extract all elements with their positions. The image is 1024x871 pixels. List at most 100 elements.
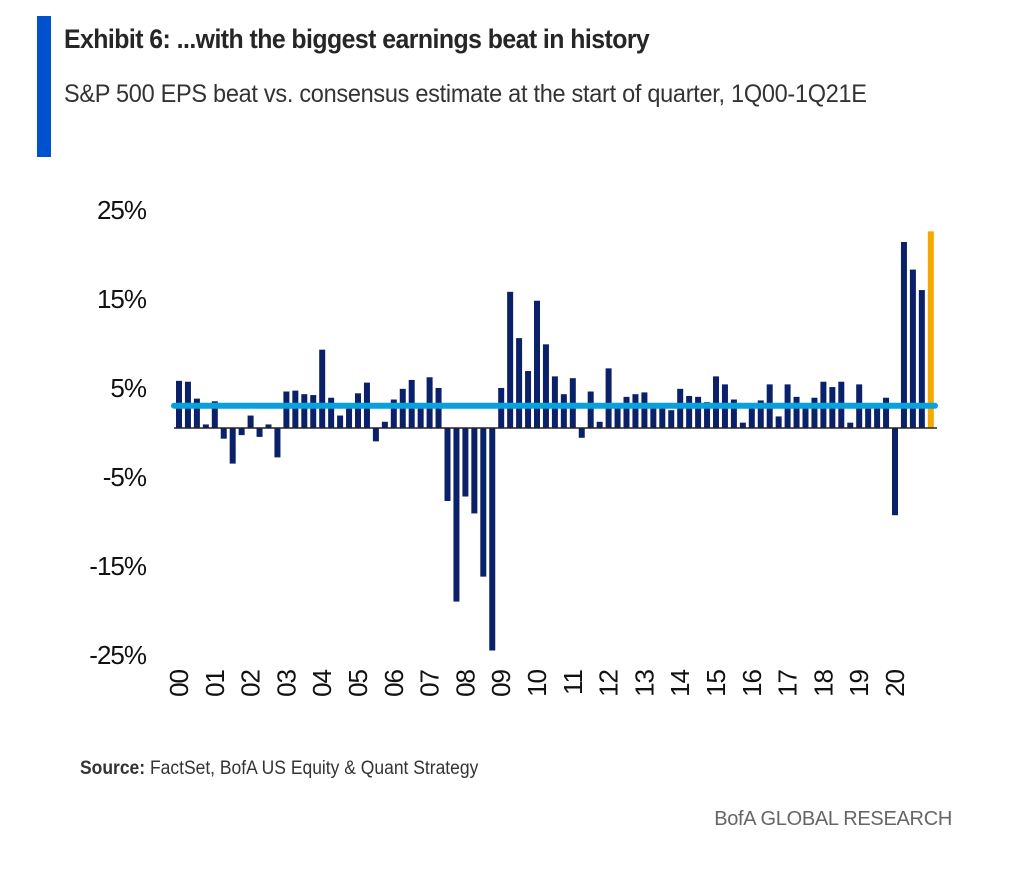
bar [489,428,496,651]
bar [847,422,854,428]
bar [560,394,567,428]
bar [390,399,397,428]
chart-title: Exhibit 6: ...with the biggest earnings … [64,24,650,54]
x-tick-label: 01 [200,669,230,696]
bar [525,371,532,428]
bar [292,390,299,428]
bar [632,394,639,428]
source-text: FactSet, BofA US Equity & Quant Strategy [145,758,479,779]
x-tick-label: 11 [558,669,588,695]
bar [211,401,218,428]
bar [283,391,290,428]
bar [310,395,317,428]
source-label: Source: [80,758,146,779]
x-tick-label: 14 [665,669,695,696]
bar [274,428,281,458]
brand-footer: BofA GLOBAL RESEARCH [714,808,952,830]
bar [892,428,898,516]
bar [471,428,478,514]
y-tick-label: 15% [97,284,147,314]
x-tick-label: 20 [880,669,910,696]
source-note: Source: FactSet, BofA US Equity & Quant … [80,758,478,780]
x-tick-label: 16 [737,669,767,696]
bar [874,406,881,428]
bar [704,402,711,428]
bar [739,422,746,428]
bar [238,428,245,436]
x-tick-label: 00 [164,669,194,696]
bar [265,424,272,428]
x-tick-label: 10 [522,669,552,696]
highlight-bar [927,231,934,428]
bar [713,376,719,428]
bar [909,269,916,428]
x-tick-label: 13 [629,669,659,696]
x-tick-label: 12 [594,669,624,696]
bar [587,391,594,428]
y-tick-label: 25% [97,195,147,225]
x-tick-label: 15 [701,669,731,696]
bar [462,428,469,497]
bar [793,396,800,428]
bar [918,290,925,428]
bar [551,376,558,428]
bar [578,428,585,438]
bar [193,398,200,428]
bar [748,406,755,428]
bar [301,394,308,428]
x-tick-label: 04 [307,669,337,696]
y-tick-label: -25% [89,640,147,670]
bar [256,428,263,437]
bar [668,410,675,428]
bar [480,428,487,577]
bar [900,241,907,428]
bar [328,397,335,428]
bar [605,368,612,428]
bar [507,291,514,428]
bar [614,406,621,428]
bar [695,396,702,428]
bar [337,415,344,428]
y-tick-label: 5% [110,373,146,403]
bar [596,421,603,428]
x-tick-label: 18 [808,669,838,696]
bar [444,428,451,501]
bar [417,408,424,428]
x-tick-label: 03 [271,669,301,696]
x-tick-label: 07 [415,669,445,696]
chart-subtitle: S&P 500 EPS beat vs. consensus estimate … [64,80,867,108]
bar [202,424,209,428]
title-accent-bar [37,16,51,157]
bar [516,338,523,428]
x-tick-label: 17 [773,669,803,696]
x-tick-label: 06 [379,669,409,696]
bar [229,428,236,464]
bar [641,392,648,428]
bar [775,416,782,428]
bar [802,406,809,428]
bar [453,428,460,602]
bar [883,397,890,428]
bar [319,349,326,428]
bar [865,406,872,428]
bar [686,395,693,428]
bar [247,415,254,428]
bar [534,300,540,428]
bar [220,428,227,439]
bar [650,406,657,428]
y-tick-label: -15% [89,551,147,581]
bar [757,400,764,428]
bar [426,377,433,428]
bar [542,344,549,428]
bar [381,421,388,428]
bar [623,396,630,428]
x-tick-label: 08 [450,669,480,696]
bar [346,408,353,428]
x-tick-label: 09 [486,669,516,696]
bar [730,399,737,428]
bar [372,428,379,442]
bar [355,393,361,428]
x-tick-label: 05 [343,669,373,696]
bar [811,397,818,428]
